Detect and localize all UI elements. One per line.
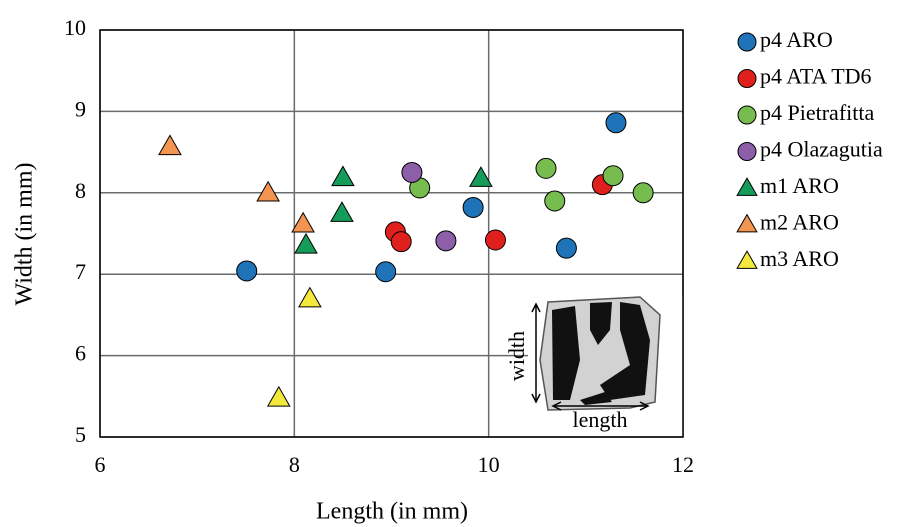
- point: [330, 201, 354, 222]
- point: [401, 161, 423, 183]
- legend-label: p4 Pietrafitta: [760, 100, 874, 125]
- y-tick-label: 7: [75, 259, 86, 284]
- point: [484, 229, 506, 251]
- legend-label: m2 ARO: [760, 210, 839, 235]
- y-tick-label: 5: [75, 422, 86, 447]
- legend-label: m1 ARO: [760, 173, 839, 198]
- legend-label: p4 ARO: [760, 27, 833, 52]
- point: [256, 180, 280, 202]
- point: [435, 230, 457, 252]
- legend-marker: [737, 105, 757, 125]
- legend-label: p4 ATA TD6: [760, 64, 872, 89]
- legend-label: p4 Olazagutia: [760, 137, 883, 162]
- point: [535, 157, 557, 179]
- point: [602, 165, 624, 187]
- legend-marker: [736, 177, 758, 196]
- y-tick-label: 6: [75, 341, 86, 366]
- x-tick-label: 8: [289, 452, 300, 477]
- legend-marker: [736, 213, 758, 233]
- point: [298, 286, 322, 308]
- point: [605, 112, 627, 134]
- plot-frame: [99, 29, 684, 438]
- legend-marker: [736, 250, 758, 269]
- point: [331, 165, 355, 187]
- point: [632, 182, 654, 204]
- point: [555, 237, 577, 259]
- legend-marker: [737, 32, 757, 52]
- point: [266, 385, 291, 407]
- point: [375, 261, 397, 283]
- point: [291, 211, 315, 233]
- y-tick-label: 10: [64, 15, 86, 40]
- point: [294, 232, 318, 254]
- inset-label: length: [573, 407, 628, 432]
- point: [462, 196, 484, 218]
- x-tick-label: 10: [478, 452, 500, 477]
- legend-marker: [737, 69, 757, 88]
- x-tick-label: 12: [672, 452, 694, 477]
- y-tick-label: 9: [75, 96, 86, 121]
- inset-drawing: [528, 296, 683, 436]
- point: [469, 166, 493, 187]
- y-tick-label: 8: [75, 178, 86, 203]
- x-axis-label: Length (in mm): [316, 499, 468, 525]
- point: [544, 190, 566, 212]
- point: [390, 231, 412, 253]
- y-axis-label: Width (in mm): [12, 162, 38, 305]
- legend-label: m3 ARO: [760, 246, 839, 271]
- x-tick-label: 6: [95, 452, 106, 477]
- legend-marker: [737, 142, 757, 161]
- point: [236, 260, 258, 282]
- point: [158, 134, 182, 156]
- inset-label: width: [504, 331, 529, 381]
